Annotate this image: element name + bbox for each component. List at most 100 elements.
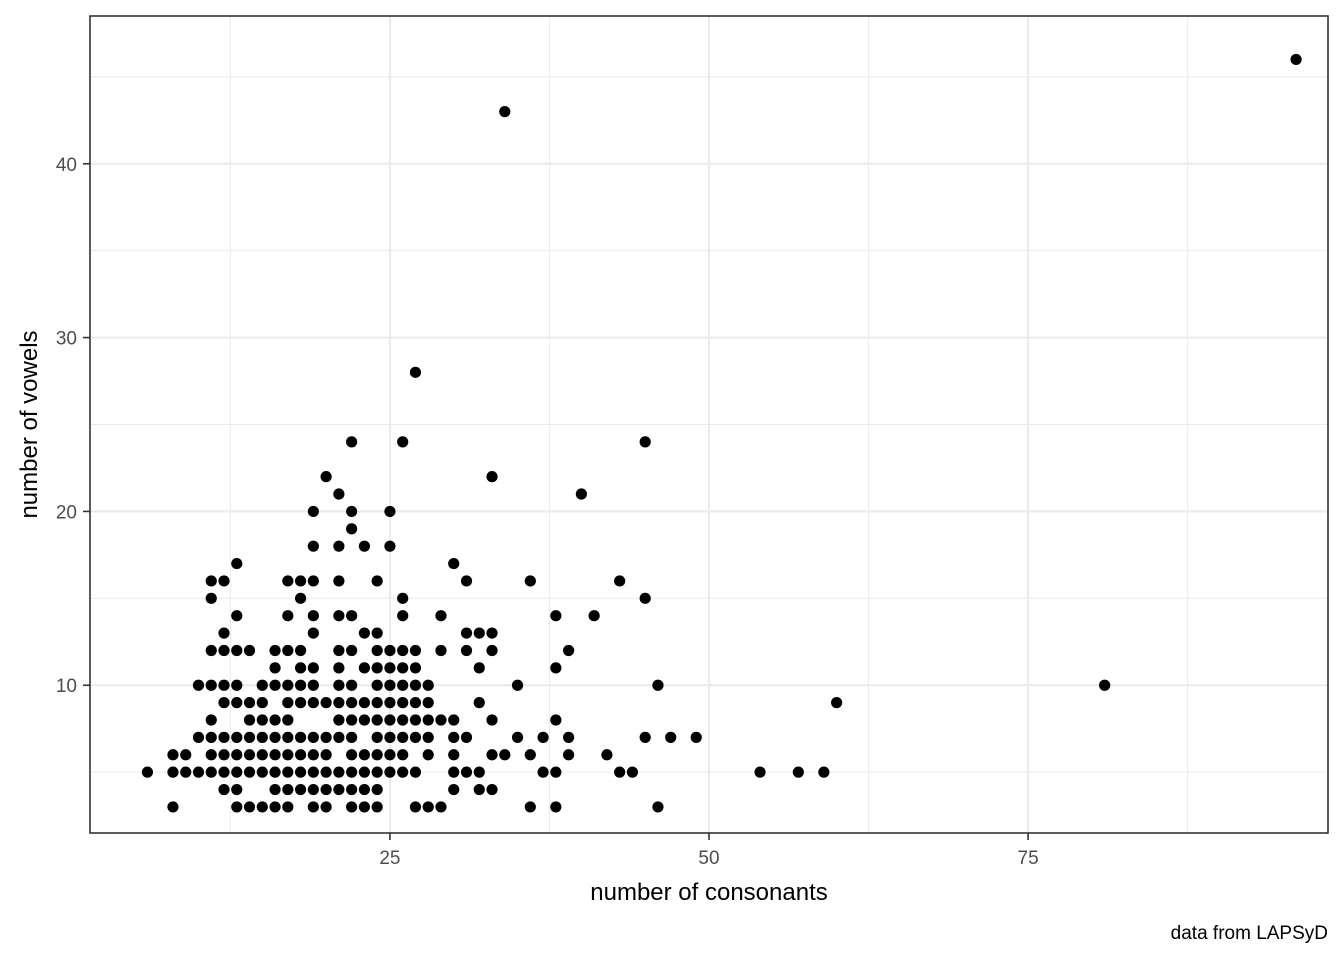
data-point: [371, 644, 383, 657]
data-point: [256, 697, 268, 709]
data-point: [320, 731, 332, 743]
data-point: [307, 766, 319, 778]
data-point: [294, 749, 307, 761]
data-point: [282, 610, 294, 622]
data-point: [1290, 53, 1302, 66]
data-point: [333, 644, 345, 657]
data-point: [333, 714, 345, 726]
data-point: [307, 540, 319, 552]
data-point: [563, 749, 575, 761]
data-point: [333, 662, 345, 674]
data-point: [652, 679, 664, 691]
data-point: [460, 766, 473, 778]
data-point: [346, 783, 358, 796]
data-point: [256, 679, 268, 691]
data-point: [294, 592, 307, 604]
data-point: [205, 731, 217, 743]
data-point: [831, 697, 843, 709]
data-point: [141, 766, 154, 778]
data-point: [550, 610, 562, 622]
data-point: [384, 697, 396, 709]
data-point: [792, 766, 804, 778]
data-point: [307, 575, 319, 587]
data-point: [435, 714, 447, 726]
data-point: [333, 488, 345, 500]
data-point: [371, 749, 383, 761]
y-tick-label: 20: [56, 502, 77, 523]
data-point: [231, 801, 243, 813]
x-tick-label: 75: [1018, 848, 1039, 869]
data-point: [537, 766, 549, 778]
data-point: [397, 714, 409, 726]
data-point: [320, 471, 332, 483]
data-point: [384, 731, 396, 743]
data-point: [626, 766, 639, 778]
data-point: [333, 766, 345, 778]
data-point: [346, 801, 358, 813]
data-point: [218, 766, 230, 778]
data-point: [307, 731, 319, 743]
data-point: [499, 106, 511, 118]
data-point: [511, 679, 524, 691]
data-point: [231, 697, 243, 709]
data-point: [371, 679, 383, 691]
data-point: [320, 783, 332, 796]
data-point: [448, 749, 460, 761]
data-point: [307, 505, 319, 518]
data-point: [333, 697, 345, 709]
data-point: [550, 766, 562, 778]
data-point: [320, 766, 332, 778]
data-point: [371, 627, 383, 639]
data-point: [397, 731, 409, 743]
data-point: [384, 766, 396, 778]
data-point: [307, 662, 319, 674]
data-point: [320, 749, 332, 761]
data-point: [294, 783, 307, 796]
data-point: [473, 783, 485, 796]
data-point: [550, 801, 562, 813]
data-point: [333, 731, 345, 743]
data-point: [243, 801, 256, 813]
data-point: [205, 714, 217, 726]
data-point: [473, 697, 485, 709]
data-point: [256, 714, 268, 726]
data-point: [358, 697, 371, 709]
data-point: [231, 749, 243, 761]
data-point: [358, 540, 371, 552]
data-point: [205, 749, 217, 761]
data-point: [294, 697, 307, 709]
data-point: [818, 766, 830, 778]
data-point: [448, 766, 460, 778]
data-point: [218, 749, 230, 761]
data-point: [397, 679, 409, 691]
x-tick-label: 50: [698, 848, 719, 869]
data-point: [614, 766, 626, 778]
data-point: [307, 697, 319, 709]
data-point: [486, 627, 498, 639]
data-point: [333, 575, 345, 587]
data-point: [231, 557, 243, 570]
data-point: [231, 783, 243, 796]
data-point: [256, 766, 268, 778]
data-point: [243, 714, 256, 726]
data-point: [422, 731, 434, 743]
data-point: [397, 749, 409, 761]
data-point: [422, 697, 434, 709]
data-point: [371, 697, 383, 709]
data-point: [409, 731, 422, 743]
data-point: [307, 801, 319, 813]
data-point: [435, 644, 447, 657]
data-point: [333, 679, 345, 691]
data-point: [218, 731, 230, 743]
data-point: [473, 627, 485, 639]
data-point: [384, 505, 396, 518]
data-point: [307, 610, 319, 622]
data-point: [690, 731, 702, 743]
data-point: [167, 801, 179, 813]
data-point: [346, 749, 358, 761]
data-point: [282, 801, 294, 813]
data-point: [486, 749, 498, 761]
data-point: [409, 644, 422, 657]
data-point: [460, 644, 473, 657]
